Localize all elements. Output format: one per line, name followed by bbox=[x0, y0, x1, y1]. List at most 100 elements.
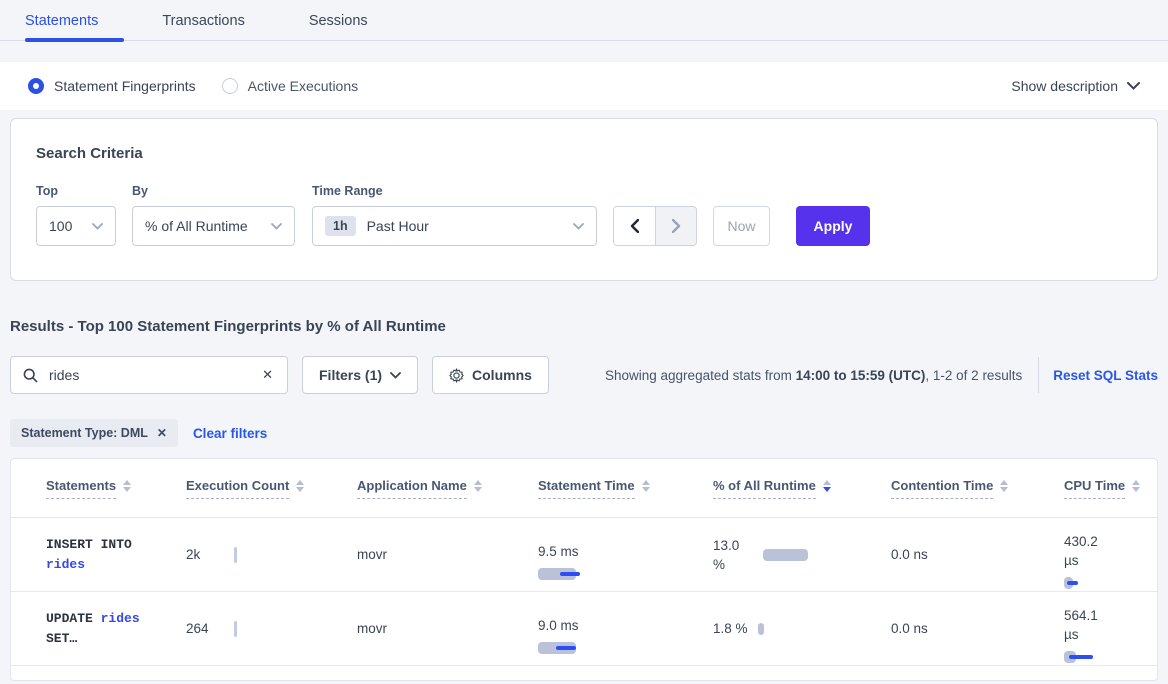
next-time-range-button[interactable] bbox=[655, 207, 696, 245]
tab-transactions[interactable]: Transactions bbox=[162, 13, 245, 29]
stats-time-range: 14:00 to 15:59 (UTC) bbox=[795, 367, 926, 383]
top-label: Top bbox=[36, 184, 58, 198]
view-toggle-bar: Statement Fingerprints Active Executions… bbox=[0, 62, 1168, 110]
runtime-cell: 13.0 % bbox=[713, 536, 891, 574]
view-mode-radio-group: Statement Fingerprints Active Executions bbox=[28, 78, 358, 94]
top-field: Top 100 bbox=[36, 184, 116, 246]
tab-statements[interactable]: Statements bbox=[25, 3, 125, 42]
sort-icon[interactable] bbox=[641, 479, 650, 493]
sort-icon[interactable] bbox=[296, 479, 305, 493]
radio-unselected-icon bbox=[221, 78, 238, 94]
search-input[interactable] bbox=[47, 366, 252, 384]
search-box: ✕ bbox=[10, 356, 288, 394]
statement-keyword: INSERT INTO bbox=[46, 536, 132, 552]
chevron-down-icon bbox=[271, 222, 282, 230]
radio-statement-fingerprints[interactable]: Statement Fingerprints bbox=[28, 78, 196, 94]
runtime-value: 13.0 % bbox=[713, 537, 740, 572]
column-header-cpu-time[interactable]: CPU Time bbox=[1064, 478, 1157, 499]
column-header-contention-time[interactable]: Contention Time bbox=[891, 478, 1064, 499]
results-controls: ✕ Filters (1) Columns Showing aggregated… bbox=[10, 356, 1158, 394]
apply-button[interactable]: Apply bbox=[796, 206, 870, 246]
execution-count-cell: 2k bbox=[186, 546, 357, 563]
reset-sql-stats-link[interactable]: Reset SQL Stats bbox=[1053, 367, 1158, 383]
radio-label: Statement Fingerprints bbox=[54, 78, 196, 94]
top-select[interactable]: 100 bbox=[36, 206, 116, 246]
statement-link[interactable]: rides bbox=[46, 556, 86, 572]
filter-chip-statement-type[interactable]: Statement Type: DML ✕ bbox=[10, 419, 178, 447]
cpu-time-cell: 430.2 µs bbox=[1064, 532, 1157, 589]
time-range-value: Past Hour bbox=[366, 218, 429, 234]
statement-time-cell: 9.0 ms bbox=[538, 616, 713, 654]
by-select-value: % of All Runtime bbox=[145, 218, 248, 234]
show-description-label: Show description bbox=[1011, 78, 1118, 94]
time-range-badge: 1h bbox=[325, 216, 356, 236]
sort-icon-active-desc[interactable] bbox=[822, 479, 831, 493]
time-range-nav bbox=[613, 206, 697, 246]
now-button[interactable]: Now bbox=[713, 206, 770, 246]
time-range-field: Time Range 1h Past Hour bbox=[295, 184, 597, 246]
column-header-percent-of-all-runtime[interactable]: % of All Runtime bbox=[713, 478, 891, 499]
search-criteria-title: Search Criteria bbox=[36, 145, 143, 162]
vertical-divider bbox=[1038, 357, 1040, 393]
by-label: By bbox=[132, 184, 148, 198]
stats-result-count: , 1-2 of 2 results bbox=[925, 367, 1023, 383]
clear-search-icon[interactable]: ✕ bbox=[262, 367, 273, 382]
runtime-bar bbox=[757, 622, 764, 635]
execution-count-cell: 264 bbox=[186, 620, 357, 637]
stats-prefix: Showing aggregated stats from bbox=[605, 367, 796, 383]
filters-button[interactable]: Filters (1) bbox=[302, 356, 419, 394]
runtime-value: 1.8 % bbox=[713, 621, 748, 636]
radio-selected-icon bbox=[28, 78, 44, 94]
chevron-down-icon bbox=[1127, 82, 1140, 90]
previous-time-range-button[interactable] bbox=[614, 207, 655, 245]
column-header-execution-count[interactable]: Execution Count bbox=[186, 478, 357, 499]
chevron-down-icon bbox=[390, 371, 401, 379]
column-header-application-name[interactable]: Application Name bbox=[357, 478, 538, 499]
by-field: By % of All Runtime bbox=[116, 184, 295, 246]
time-range-select[interactable]: 1h Past Hour bbox=[312, 206, 597, 246]
execution-count-value: 2k bbox=[186, 547, 201, 562]
statement-cell: INSERT INTO rides bbox=[46, 535, 186, 575]
statement-link[interactable]: rides bbox=[100, 610, 140, 626]
chevron-right-icon bbox=[671, 219, 680, 233]
execution-count-bar bbox=[234, 620, 237, 637]
statement-cell: UPDATE rides SET… bbox=[46, 609, 186, 649]
contention-time-value: 0.0 ns bbox=[891, 547, 928, 562]
radio-active-executions[interactable]: Active Executions bbox=[221, 78, 358, 94]
show-description-toggle[interactable]: Show description bbox=[1011, 78, 1140, 94]
tab-sessions[interactable]: Sessions bbox=[308, 13, 368, 29]
top-select-value: 100 bbox=[49, 218, 73, 234]
contention-time-cell: 0.0 ns bbox=[891, 619, 1064, 638]
columns-button[interactable]: Columns bbox=[432, 356, 549, 394]
chevron-down-icon bbox=[92, 222, 103, 230]
search-criteria-card: Search Criteria Top 100 By % of All Runt… bbox=[10, 118, 1158, 281]
application-name-cell: movr bbox=[357, 547, 387, 562]
execution-count-value: 264 bbox=[186, 621, 209, 636]
sort-icon[interactable] bbox=[1132, 479, 1141, 493]
application-name-cell: movr bbox=[357, 621, 387, 636]
results-table: Statements Execution Count Application N… bbox=[10, 458, 1158, 681]
cpu-time-value: 430.2 µs bbox=[1064, 534, 1098, 568]
table-row[interactable]: INSERT INTO rides 2k movr 9.5 ms 13.0 % 0… bbox=[11, 518, 1157, 592]
table-row[interactable]: UPDATE rides SET… 264 movr 9.0 ms 1.8 % 0… bbox=[11, 592, 1157, 666]
aggregated-stats-text: Showing aggregated stats from 14:00 to 1… bbox=[605, 368, 1022, 383]
by-select[interactable]: % of All Runtime bbox=[132, 206, 295, 246]
statement-keyword: UPDATE bbox=[46, 610, 93, 626]
sort-icon[interactable] bbox=[1000, 479, 1009, 493]
search-icon bbox=[23, 368, 38, 382]
gear-icon bbox=[449, 367, 464, 383]
clear-filters-link[interactable]: Clear filters bbox=[192, 425, 268, 441]
column-header-statement-time[interactable]: Statement Time bbox=[538, 478, 713, 499]
statement-keyword: SET… bbox=[46, 630, 78, 646]
runtime-cell: 1.8 % bbox=[713, 619, 891, 638]
page-tabs: Statements Transactions Sessions bbox=[0, 0, 1168, 42]
column-header-statements[interactable]: Statements bbox=[46, 478, 186, 499]
sort-icon[interactable] bbox=[473, 479, 482, 493]
chevron-down-icon bbox=[573, 222, 584, 230]
contention-time-value: 0.0 ns bbox=[891, 621, 928, 636]
time-range-label: Time Range bbox=[312, 184, 383, 198]
chevron-left-icon bbox=[630, 219, 639, 233]
sort-icon[interactable] bbox=[123, 479, 132, 493]
remove-filter-icon[interactable]: ✕ bbox=[156, 426, 167, 440]
cpu-time-value: 564.1 µs bbox=[1064, 608, 1098, 642]
